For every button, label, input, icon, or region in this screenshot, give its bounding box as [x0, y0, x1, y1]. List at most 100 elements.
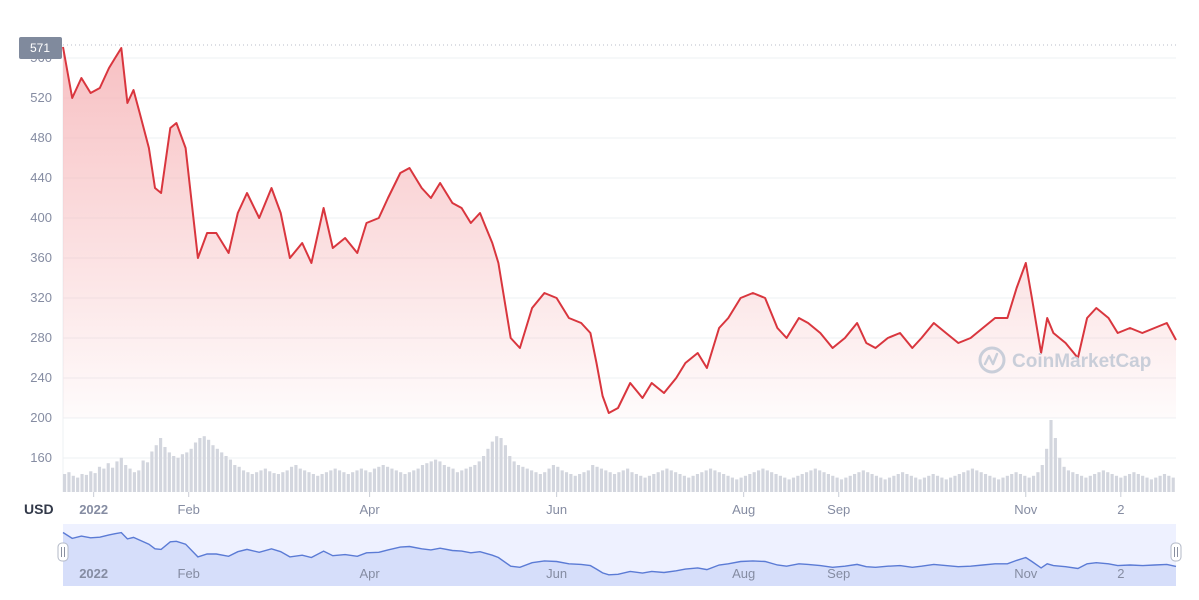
volume-bar: [281, 472, 285, 492]
navigator-tick-label: Nov: [1014, 566, 1038, 581]
volume-bar: [434, 459, 438, 492]
volume-bar: [468, 466, 473, 492]
volume-bar: [918, 479, 922, 492]
volume-bar: [634, 474, 638, 492]
volume-bar: [84, 474, 88, 492]
volume-bar: [137, 470, 141, 492]
volume-bar: [438, 461, 442, 492]
volume-bar: [674, 472, 678, 492]
volume-bar: [992, 477, 996, 492]
volume-bar: [1141, 475, 1145, 492]
volume-bar: [477, 461, 481, 492]
volume-bar: [743, 475, 748, 492]
volume-bar: [682, 475, 686, 492]
volume-bar: [512, 461, 516, 492]
price-line: [62, 46, 1177, 414]
volume-bar: [940, 477, 944, 492]
volume-bar: [1162, 474, 1167, 492]
volume-bar: [839, 479, 844, 492]
volume-bar: [687, 477, 691, 492]
volume-bar: [530, 470, 534, 492]
volume-bar: [224, 456, 228, 492]
volume-bar: [150, 451, 154, 492]
volume-bar: [914, 477, 918, 492]
volume-bar: [399, 472, 403, 492]
volume-bar: [647, 475, 652, 492]
volume-bar: [76, 477, 80, 492]
volume-bar: [372, 468, 377, 492]
volume-bar: [887, 477, 892, 492]
volume-bar: [106, 463, 110, 492]
volume-bar: [569, 474, 573, 492]
volume-bar: [639, 475, 643, 492]
navigator-tick-label: 2022: [79, 566, 108, 581]
volume-bar: [612, 474, 617, 492]
y-tick-label: 320: [30, 290, 52, 305]
volume-bar: [774, 474, 778, 492]
volume-bar: [237, 466, 241, 492]
volume-bar: [826, 474, 830, 492]
volume-bar: [390, 468, 394, 492]
volume-bar: [604, 470, 608, 492]
volume-bar: [1023, 475, 1027, 492]
y-axis-ticks: 160200240280320360400440480520560: [30, 50, 52, 465]
coinmarketcap-watermark: CoinMarketCap: [978, 346, 1151, 374]
volume-bar: [909, 475, 913, 492]
volume-bar: [176, 457, 180, 492]
volume-bar: [172, 456, 176, 492]
volume-bar: [246, 472, 250, 492]
volume-bar: [700, 472, 704, 492]
volume-bar: [608, 472, 612, 492]
volume-bar: [1114, 475, 1119, 492]
volume-bar: [1093, 474, 1097, 492]
volume-bar: [866, 472, 870, 492]
volume-bar: [695, 474, 700, 492]
volume-bar: [1084, 477, 1088, 492]
volume-bar: [722, 474, 726, 492]
volume-bar: [713, 470, 717, 492]
navigator-left-handle[interactable]: [57, 542, 69, 562]
volume-bar: [403, 474, 407, 492]
volume-bar: [447, 466, 451, 492]
price-area: [63, 47, 1176, 418]
volume-bar: [429, 461, 433, 492]
volume-bar: [822, 472, 826, 492]
volume-bar: [578, 474, 582, 492]
volume-bar: [691, 475, 695, 492]
volume-bar: [364, 470, 368, 492]
navigator-line: [62, 531, 1177, 576]
volume-bar: [272, 473, 276, 492]
x-tick-label: Apr: [359, 502, 380, 517]
x-tick-label: 2022: [79, 502, 108, 517]
volume-bar: [809, 470, 813, 492]
volume-bar: [678, 474, 682, 492]
volume-bar: [595, 466, 599, 492]
volume-bar: [857, 472, 861, 492]
volume-bar: [250, 474, 254, 492]
volume-bar: [460, 470, 464, 492]
volume-bar: [844, 477, 848, 492]
volume-bar: [739, 477, 743, 492]
volume-bar: [1010, 474, 1014, 492]
volume-bar: [416, 468, 420, 492]
volume-bar: [93, 473, 97, 492]
volume-bar: [455, 472, 459, 492]
volume-bar: [1110, 474, 1114, 492]
range-navigator[interactable]: 2022 Feb Apr Jun Aug Sep Nov 2: [57, 524, 1182, 586]
volume-bar: [949, 477, 953, 492]
price-line-group: [62, 46, 1177, 414]
volume-bar: [726, 475, 730, 492]
volume-bar: [1049, 420, 1053, 492]
volume-bar: [1127, 474, 1132, 492]
volume-bar: [1005, 475, 1009, 492]
volume-bar: [582, 472, 586, 492]
volume-bar: [324, 472, 329, 492]
volume-bar: [71, 475, 75, 492]
navigator-right-handle[interactable]: [1170, 542, 1182, 562]
volume-bar: [626, 468, 630, 492]
volume-bar: [573, 475, 577, 492]
y-tick-label: 360: [30, 250, 52, 265]
volume-bar: [1001, 477, 1005, 492]
